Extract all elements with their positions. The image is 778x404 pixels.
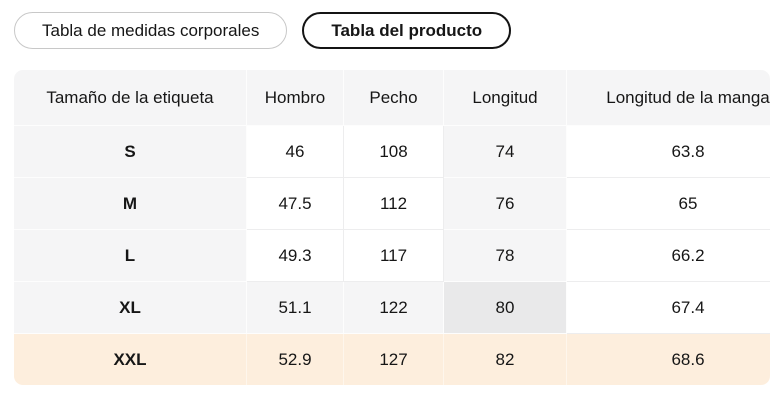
column-header-chest: Pecho (344, 70, 444, 126)
size-cell[interactable]: S (14, 126, 247, 178)
size-table-container[interactable]: Tamaño de la etiqueta Hombro Pecho Longi… (14, 70, 770, 385)
value-cell[interactable]: 47.5 (247, 178, 344, 230)
column-header-length: Longitud (444, 70, 567, 126)
table-row-m: M 47.5 112 76 65 (14, 178, 770, 230)
value-cell[interactable]: 108 (344, 126, 444, 178)
value-cell[interactable]: 68.6 (567, 334, 770, 385)
size-cell[interactable]: M (14, 178, 247, 230)
value-cell[interactable]: 112 (344, 178, 444, 230)
value-cell[interactable]: 122 (344, 282, 444, 334)
size-cell[interactable]: L (14, 230, 247, 282)
tab-body-measurements[interactable]: Tabla de medidas corporales (14, 12, 288, 49)
column-header-label-size: Tamaño de la etiqueta (14, 70, 247, 126)
column-header-shoulder: Hombro (247, 70, 344, 126)
value-cell[interactable]: 65 (567, 178, 770, 230)
value-cell[interactable]: 51.1 (247, 282, 344, 334)
table-row-l: L 49.3 117 78 66.2 (14, 230, 770, 282)
highlighted-value-cell[interactable]: 80 (444, 282, 567, 334)
table-row-s: S 46 108 74 63.8 (14, 126, 770, 178)
value-cell[interactable]: 74 (444, 126, 567, 178)
column-header-sleeve-length: Longitud de la manga (567, 70, 770, 126)
value-cell[interactable]: 52.9 (247, 334, 344, 385)
size-chart-tabs: Tabla de medidas corporales Tabla del pr… (14, 12, 512, 49)
size-cell[interactable]: XL (14, 282, 247, 334)
value-cell[interactable]: 66.2 (567, 230, 770, 282)
value-cell[interactable]: 117 (344, 230, 444, 282)
size-cell[interactable]: XXL (14, 334, 247, 385)
value-cell[interactable]: 76 (444, 178, 567, 230)
size-table: Tamaño de la etiqueta Hombro Pecho Longi… (14, 70, 770, 385)
table-header-row: Tamaño de la etiqueta Hombro Pecho Longi… (14, 70, 770, 126)
table-row-xxl-selected: XXL 52.9 127 82 68.6 (14, 334, 770, 385)
value-cell[interactable]: 78 (444, 230, 567, 282)
value-cell[interactable]: 67.4 (567, 282, 770, 334)
value-cell[interactable]: 63.8 (567, 126, 770, 178)
value-cell[interactable]: 127 (344, 334, 444, 385)
value-cell[interactable]: 82 (444, 334, 567, 385)
value-cell[interactable]: 49.3 (247, 230, 344, 282)
table-row-xl: XL 51.1 122 80 67.4 (14, 282, 770, 334)
tab-product-measurements[interactable]: Tabla del producto (302, 12, 512, 49)
value-cell[interactable]: 46 (247, 126, 344, 178)
